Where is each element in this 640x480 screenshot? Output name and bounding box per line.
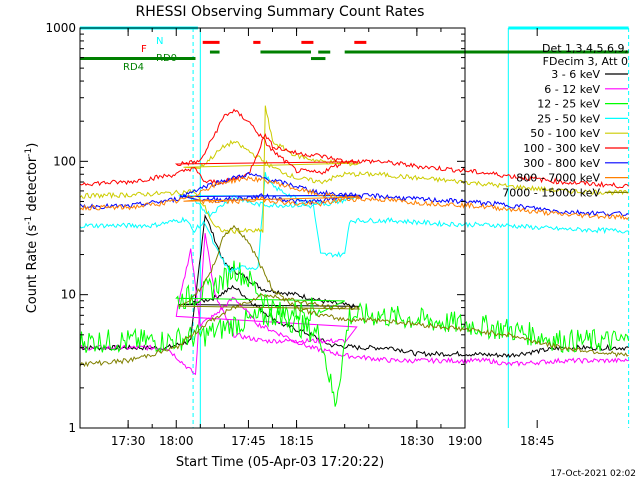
x-tick-label-0: 17:30: [111, 434, 146, 448]
x-tick-label-6: 19:00: [448, 434, 483, 448]
x-tick-label-2: 18:00: [159, 434, 194, 448]
series-line-3: [79, 172, 629, 274]
flag-label-f: F: [141, 44, 147, 55]
series-line-4: [79, 105, 629, 235]
y-axis-label-main: Count Rate (s: [25, 225, 40, 314]
legend-label-8: 7000 - 15000 keV: [502, 186, 600, 199]
y-tick-label-0: 1: [68, 421, 76, 435]
x-tick-label-4: 18:30: [400, 434, 435, 448]
legend: Det 1,3,4,5,6,9,FDecim 3, Att 03 - 6 keV…: [502, 42, 628, 199]
y-axis-label-sup2: -1: [24, 148, 34, 157]
x-tick-label-1: 17:45: [231, 434, 266, 448]
series-line-7: [79, 175, 629, 221]
series-line-8: [79, 224, 629, 368]
timestamp: 17-Oct-2021 02:02: [551, 469, 636, 479]
y-axis-label: Count Rate (s-1 detector-1): [24, 143, 40, 314]
flag-label-n: N: [156, 36, 163, 47]
x-tick-label-5: 18:45: [520, 434, 555, 448]
legend-label-0: 3 - 6 keV: [551, 68, 600, 81]
series-lines: [79, 105, 630, 407]
series-line-6: [79, 171, 629, 217]
legend-label-5: 100 - 300 keV: [523, 142, 600, 155]
legend-label-6: 300 - 800 keV: [523, 157, 600, 170]
y-axis-label-tail: detector: [25, 156, 40, 216]
chart-title: RHESSI Observing Summary Count Rates: [136, 4, 425, 20]
legend-label-7: 800 - 7000 keV: [516, 172, 600, 185]
y-tick-label-1: 10: [61, 288, 76, 302]
y-tick-label-2: 100: [53, 154, 76, 168]
legend-label-2: 12 - 25 keV: [537, 98, 600, 111]
series-line-5: [79, 108, 629, 189]
flag-label-rd4: RD4: [123, 62, 144, 73]
x-tick-label-3: 18:15: [279, 434, 314, 448]
x-axis-label: Start Time (05-Apr-03 17:20:22): [176, 455, 384, 470]
y-tick-label-3: 1000: [45, 21, 76, 35]
legend-label-1: 6 - 12 keV: [544, 83, 600, 96]
legend-header-0: Det 1,3,4,5,6,9,: [542, 42, 628, 55]
legend-label-3: 25 - 50 keV: [537, 112, 600, 125]
series-line-1: [79, 233, 629, 376]
y-axis-label-end: ): [25, 143, 40, 148]
series-line-0: [79, 214, 629, 358]
y-axis-label-sup: -1: [24, 216, 34, 225]
legend-label-4: 50 - 100 keV: [530, 127, 600, 140]
axis-ticks: 1 10 100 1000 17:30 17:45 18:00 18:15 18:30 18:45…: [45, 21, 554, 448]
legend-header-1: FDecim 3, Att 0: [543, 55, 628, 68]
